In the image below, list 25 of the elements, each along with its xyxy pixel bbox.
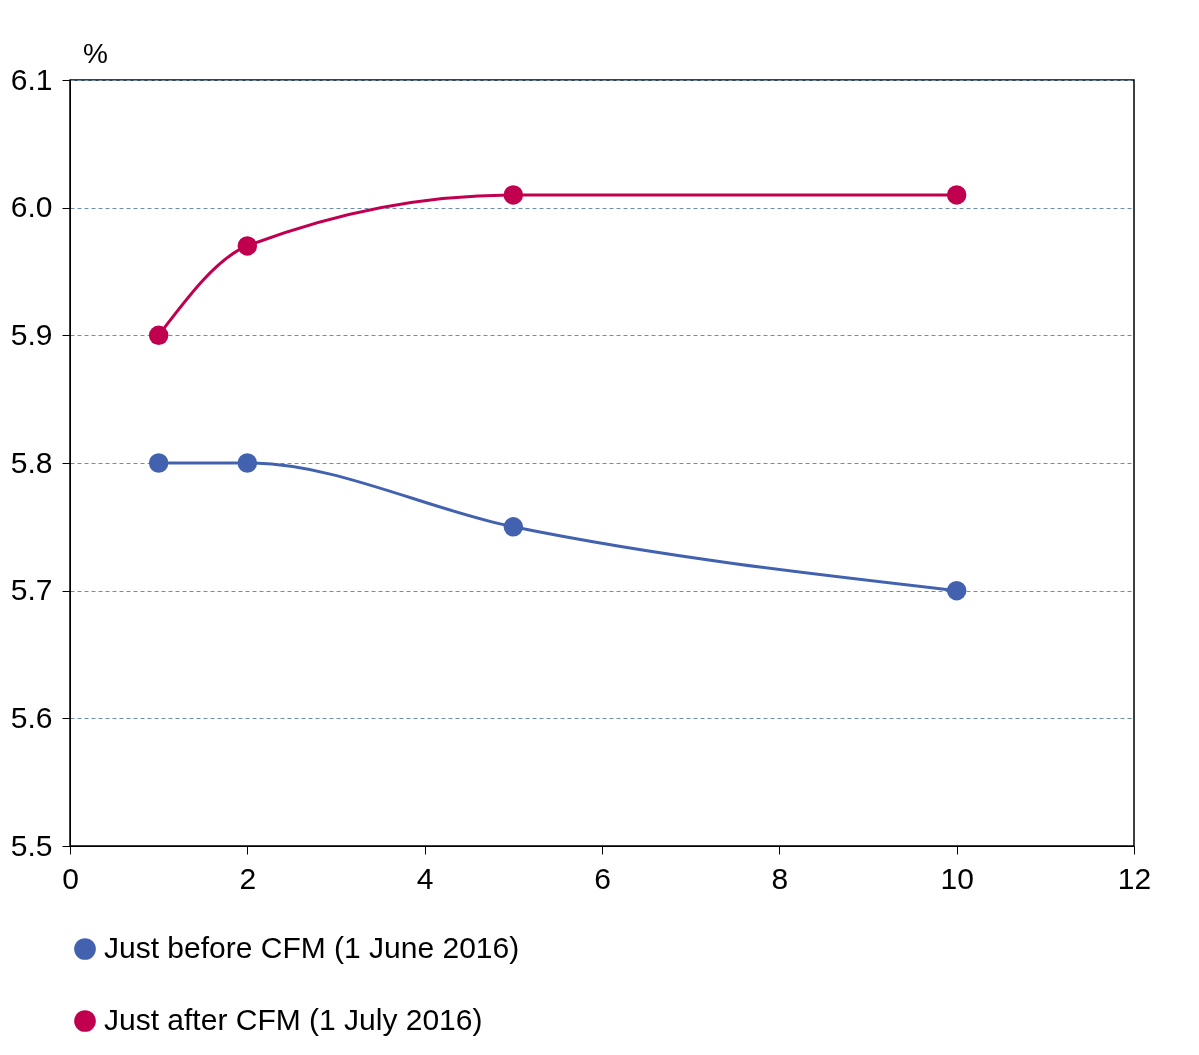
y-tick-label: 6.0 — [10, 190, 53, 224]
x-tick-label: 10 — [940, 861, 974, 895]
point — [237, 453, 258, 473]
y-axis-title: % — [83, 37, 108, 69]
x-tick-label: 6 — [594, 861, 611, 895]
x-tick-label: 0 — [62, 861, 79, 895]
x-tick-label: 4 — [416, 861, 434, 895]
y-tick-label: 5.7 — [10, 573, 53, 607]
x-tick-label: 8 — [771, 861, 789, 895]
legend-label: Just before CFM (1 June 2016) — [104, 931, 520, 964]
y-tick-label: 5.5 — [10, 828, 53, 862]
point — [148, 453, 169, 473]
y-tick-label: 6.1 — [10, 62, 53, 96]
point — [946, 185, 967, 205]
x-tick-label: 2 — [239, 861, 257, 895]
y-tick-label: 5.6 — [10, 700, 53, 734]
point — [148, 325, 169, 346]
y-tick-label: 5.8 — [10, 445, 53, 479]
x-tick-label: 12 — [1117, 861, 1152, 895]
y-tick-label: 5.9 — [10, 317, 53, 351]
legend-label: Just after CFM (1 July 2016) — [104, 1003, 483, 1036]
point — [503, 185, 524, 205]
point — [237, 236, 258, 256]
point — [503, 517, 524, 537]
point — [946, 580, 967, 601]
